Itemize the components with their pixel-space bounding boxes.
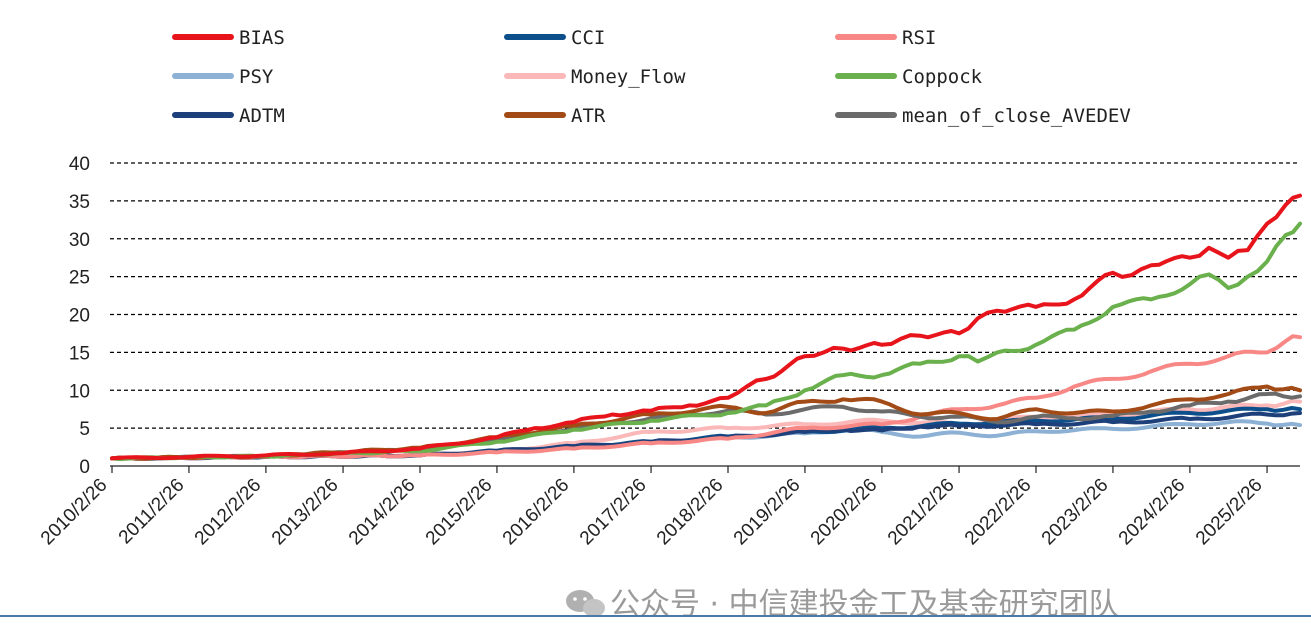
x-tick-label: 2021/2/26 (884, 475, 959, 550)
legend-label: PSY (239, 66, 274, 88)
y-tick-label: 20 (69, 306, 90, 327)
y-tick-label: 30 (69, 230, 90, 251)
series-line-rsi (110, 334, 1302, 461)
x-tick-label: 2020/2/26 (807, 475, 882, 550)
x-tick-label: 2025/2/26 (1192, 475, 1267, 550)
x-tick-label: 2018/2/26 (653, 475, 728, 550)
y-tick-label: 35 (69, 192, 90, 213)
x-tick-label: 2010/2/26 (37, 475, 112, 550)
y-tick-label: 5 (79, 419, 90, 440)
legend-item-cci: CCI (504, 27, 605, 49)
series-line-bias (110, 193, 1302, 461)
x-tick-label: 2024/2/26 (1115, 475, 1190, 550)
legend-item-coppock: Coppock (835, 66, 983, 88)
wechat-icon (566, 590, 605, 617)
legend-label: ATR (571, 105, 606, 127)
legend-label: Money_Flow (571, 66, 686, 88)
y-tick-label: 0 (79, 457, 90, 478)
legend-label: RSI (902, 27, 936, 49)
x-tick-label: 2022/2/26 (961, 475, 1036, 550)
x-tick-label: 2014/2/26 (345, 475, 420, 550)
x-tick-label: 2011/2/26 (115, 475, 189, 549)
x-tick-label: 2015/2/26 (422, 475, 497, 550)
x-axis: 2010/2/26 2011/2/26 2012/2/26 2013/2/26 2014… (37, 465, 1300, 550)
x-tick-label: 2013/2/26 (268, 475, 343, 550)
y-tick-label: 25 (69, 268, 90, 289)
series-lines (110, 193, 1302, 462)
legend-item-atr: ATR (504, 105, 606, 127)
x-tick-label: 2017/2/26 (576, 475, 651, 550)
y-tick-label: 40 (69, 154, 90, 175)
legend-label: ADTM (239, 105, 285, 127)
y-tick-label: 15 (69, 343, 90, 364)
legend-label: Coppock (902, 66, 983, 88)
legend-item-psy: PSY (172, 66, 274, 88)
legend-item-money-flow: Money_Flow (504, 66, 686, 88)
grid-lines (110, 162, 1300, 429)
x-tick-label: 2012/2/26 (191, 475, 266, 550)
legend-item-mean-of-close-avedev: mean_of_close_AVEDEV (835, 105, 1131, 127)
legend-label: CCI (571, 27, 605, 49)
x-tick-label: 2019/2/26 (730, 475, 805, 550)
x-tick-label: 2016/2/26 (499, 475, 574, 550)
chart-legend: BIAS CCI RSI PSY Money_Flow Coppock ADTM ATR mea… (172, 27, 1131, 127)
legend-label: mean_of_close_AVEDEV (902, 105, 1131, 127)
legend-item-bias: BIAS (172, 27, 285, 49)
y-tick-label: 10 (69, 381, 90, 402)
y-axis: 0 5 10 15 20 25 30 35 40 (69, 154, 90, 478)
series-line-coppock (110, 221, 1302, 462)
x-tick-label: 2023/2/26 (1038, 475, 1113, 550)
legend-item-rsi: RSI (835, 27, 936, 49)
legend-item-adtm: ADTM (172, 105, 285, 127)
legend-label: BIAS (239, 27, 285, 49)
